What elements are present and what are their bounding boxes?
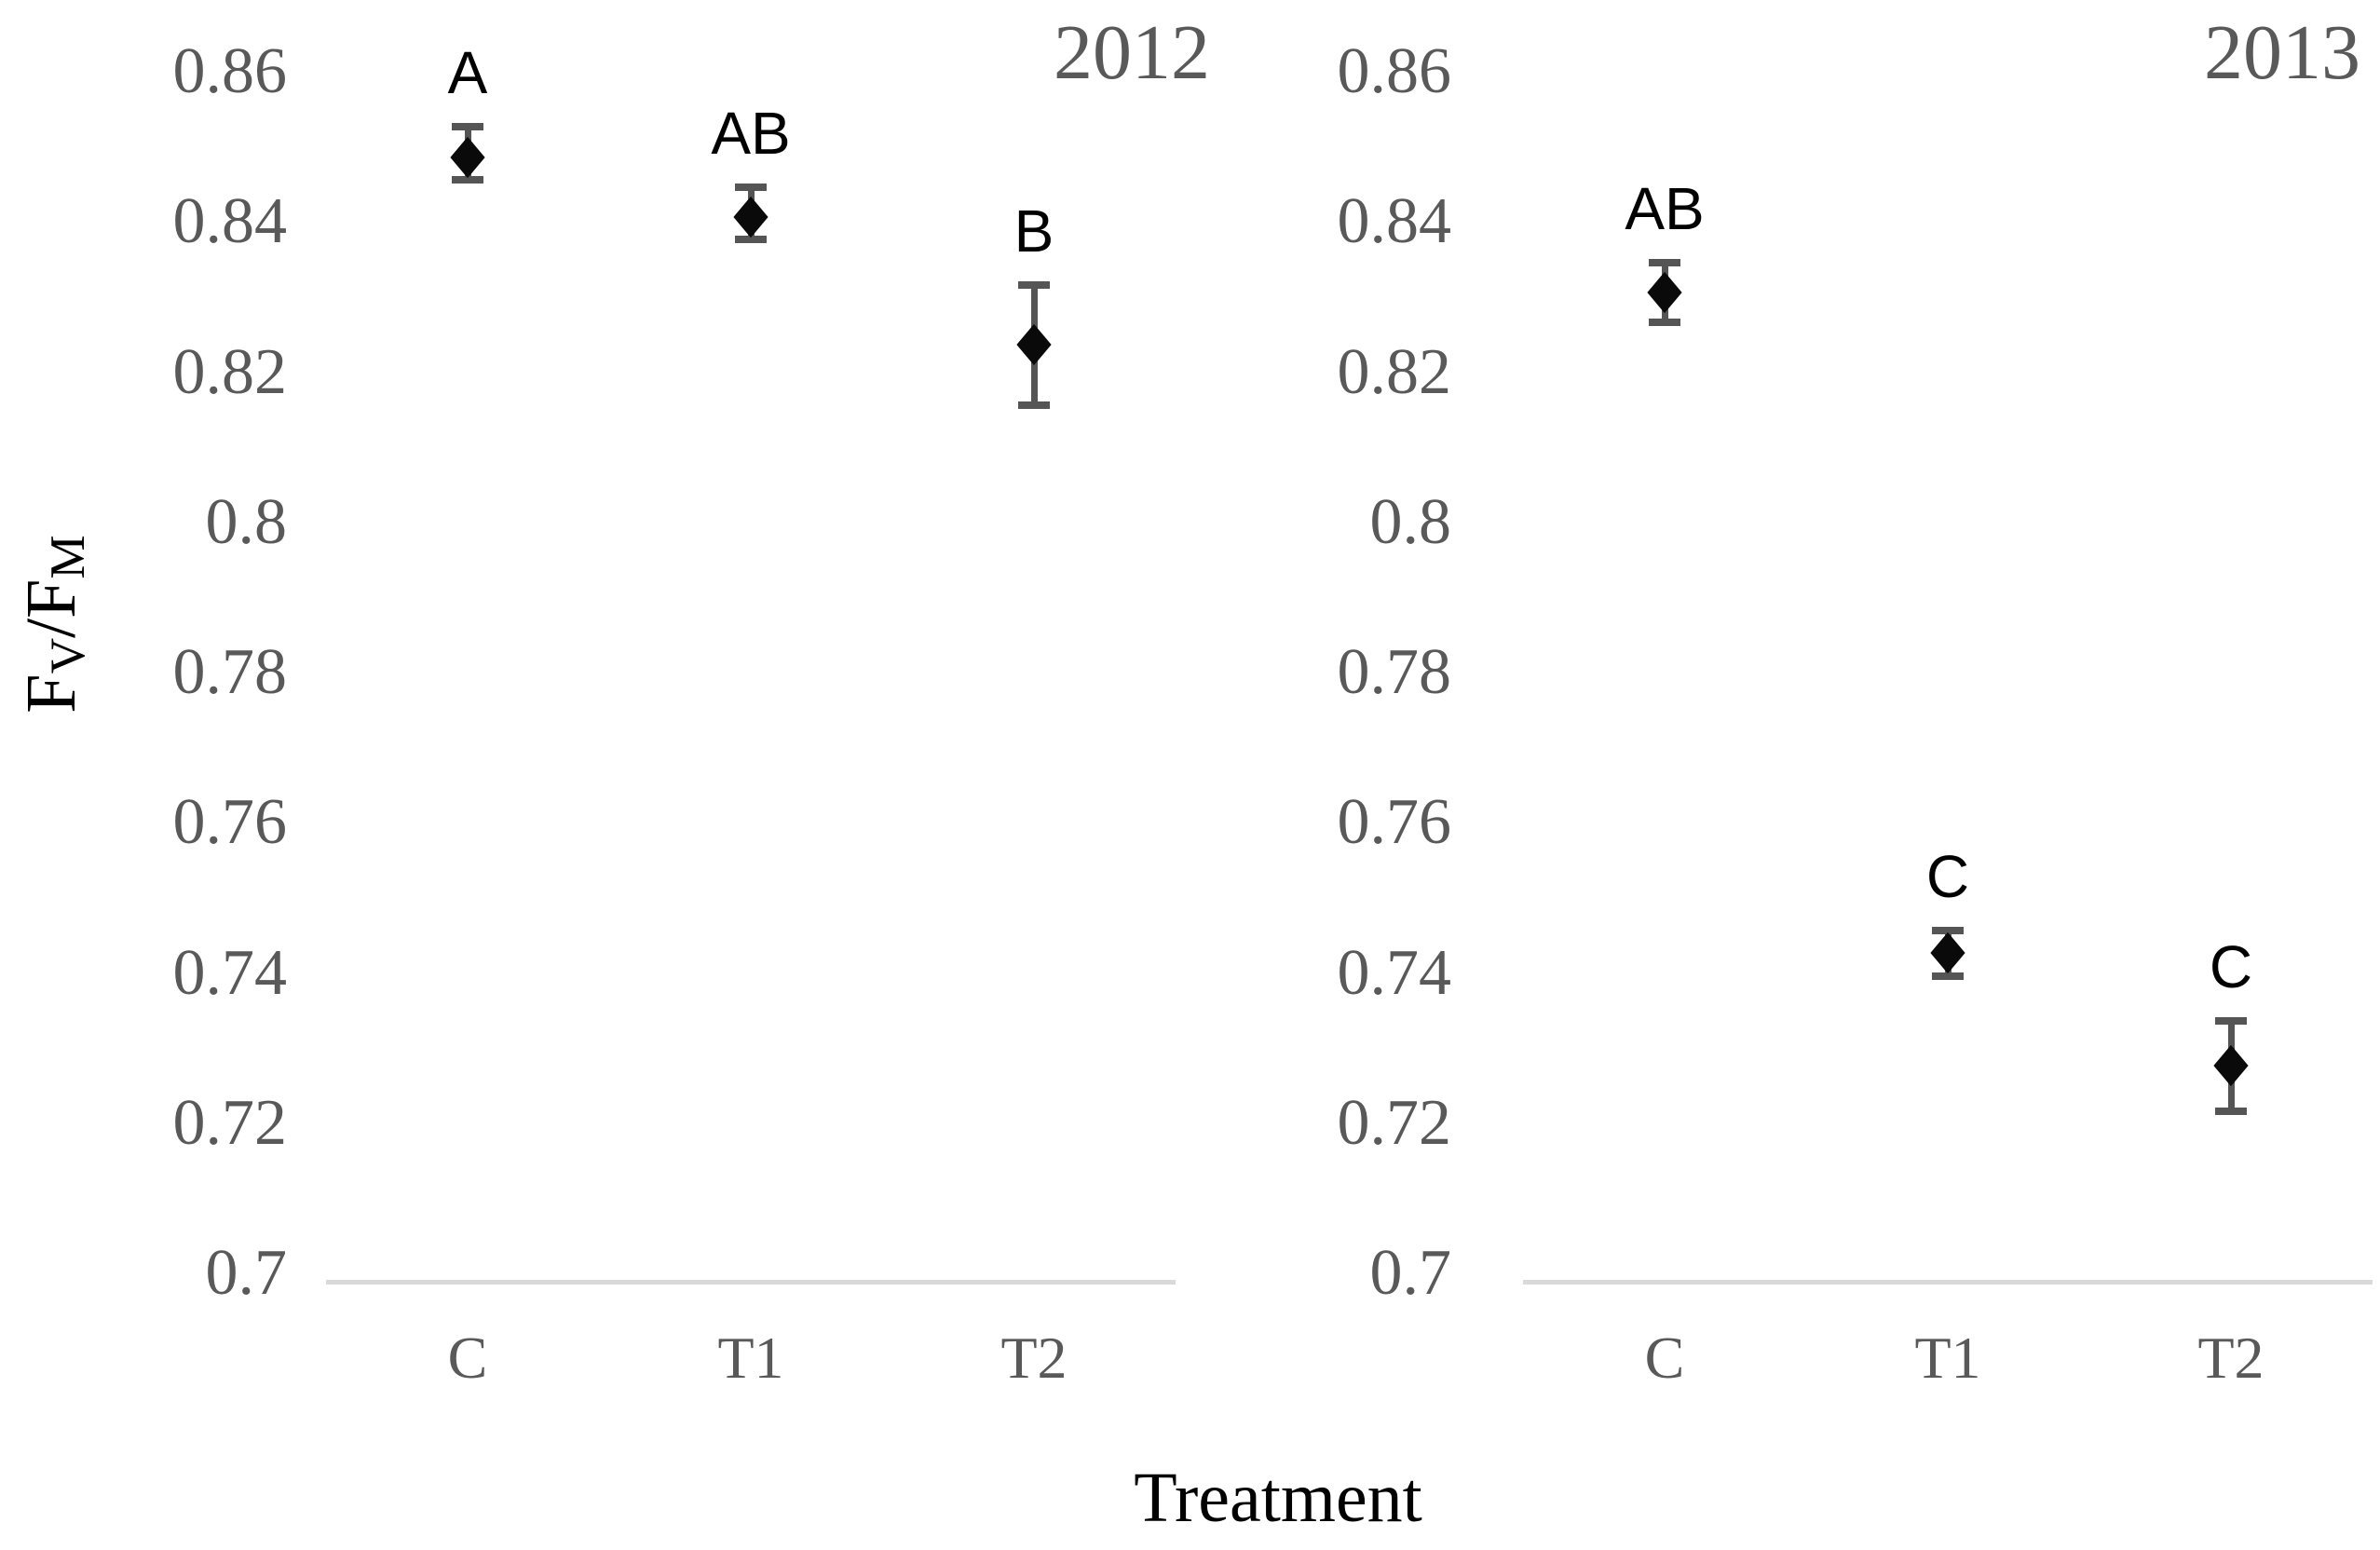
error-bar-cap-bottom [735,236,767,244]
data-point-diamond [450,136,485,178]
y-axis-tick-label: 0.82 [172,335,288,408]
y-axis-tick-label: 0.86 [172,35,288,108]
x-axis-line [1523,1280,2373,1285]
y-axis-tick-label: 0.84 [172,185,288,258]
x-axis-category-label: T2 [2197,1325,2264,1391]
y-axis-tick-label: 0.78 [1337,636,1452,709]
y-axis-title-f1: F [12,673,90,714]
panel-year-label: 2012 [1054,9,1210,96]
y-axis-title: FV/FM [12,535,95,713]
y-axis-tick-label: 0.74 [1337,936,1452,1009]
data-point-diamond [1930,932,1965,974]
x-axis-category-label: C [1644,1325,1685,1391]
y-axis-tick-label: 0.8 [205,485,288,558]
data-point-diamond [1016,324,1052,366]
significance-letter: A [447,39,488,107]
significance-letter: C [1925,843,1970,911]
y-axis-title-sub-v: V [39,638,95,674]
significance-letter: AB [711,99,791,167]
error-bar-cap-bottom [2215,1107,2247,1115]
y-axis-tick-label: 0.86 [1337,35,1452,108]
y-axis-tick-label: 0.72 [172,1086,288,1159]
error-bar-cap-bottom [1018,401,1050,409]
x-axis-category-label: T1 [717,1325,784,1391]
y-axis-title-f2: F [12,578,90,619]
y-axis-title-sub-m: M [39,535,95,579]
error-bar-cap-bottom [452,175,483,184]
error-bar-cap-bottom [1649,319,1680,327]
error-bar-cap-top [2215,1016,2247,1025]
y-axis-tick-label: 0.82 [1337,335,1452,408]
y-axis-title-slash: / [12,618,90,638]
y-axis-tick-label: 0.76 [172,786,288,859]
x-axis-title: Treatment [1134,1459,1422,1537]
x-axis-category-label: C [447,1325,488,1391]
significance-letter: AB [1625,174,1705,242]
y-axis-tick-label: 0.7 [205,1237,288,1310]
error-bar-cap-top [1018,280,1050,289]
x-axis-category-label: T1 [1914,1325,1981,1391]
significance-letter: C [2209,932,2253,1000]
data-point-diamond [2213,1045,2249,1087]
data-point-diamond [733,197,768,238]
significance-letter: B [1013,197,1054,265]
y-axis-tick-label: 0.7 [1369,1237,1452,1310]
x-axis-category-label: T2 [1000,1325,1068,1391]
error-bar-cap-top [1649,258,1680,266]
error-bar-cap-top [735,183,767,191]
y-axis-tick-label: 0.76 [1337,786,1452,859]
y-axis-tick-label: 0.72 [1337,1086,1452,1159]
x-axis-line [326,1280,1176,1285]
y-axis-tick-label: 0.74 [172,936,288,1009]
y-axis-tick-label: 0.8 [1369,485,1452,558]
error-bar-cap-top [1932,927,1964,935]
error-bar-cap-bottom [1932,972,1964,980]
panel-year-label: 2013 [2204,9,2360,96]
error-bar-cap-top [452,123,483,131]
y-axis-tick-label: 0.78 [172,636,288,709]
data-point-diamond [1647,271,1682,313]
y-axis-tick-label: 0.84 [1337,185,1452,258]
